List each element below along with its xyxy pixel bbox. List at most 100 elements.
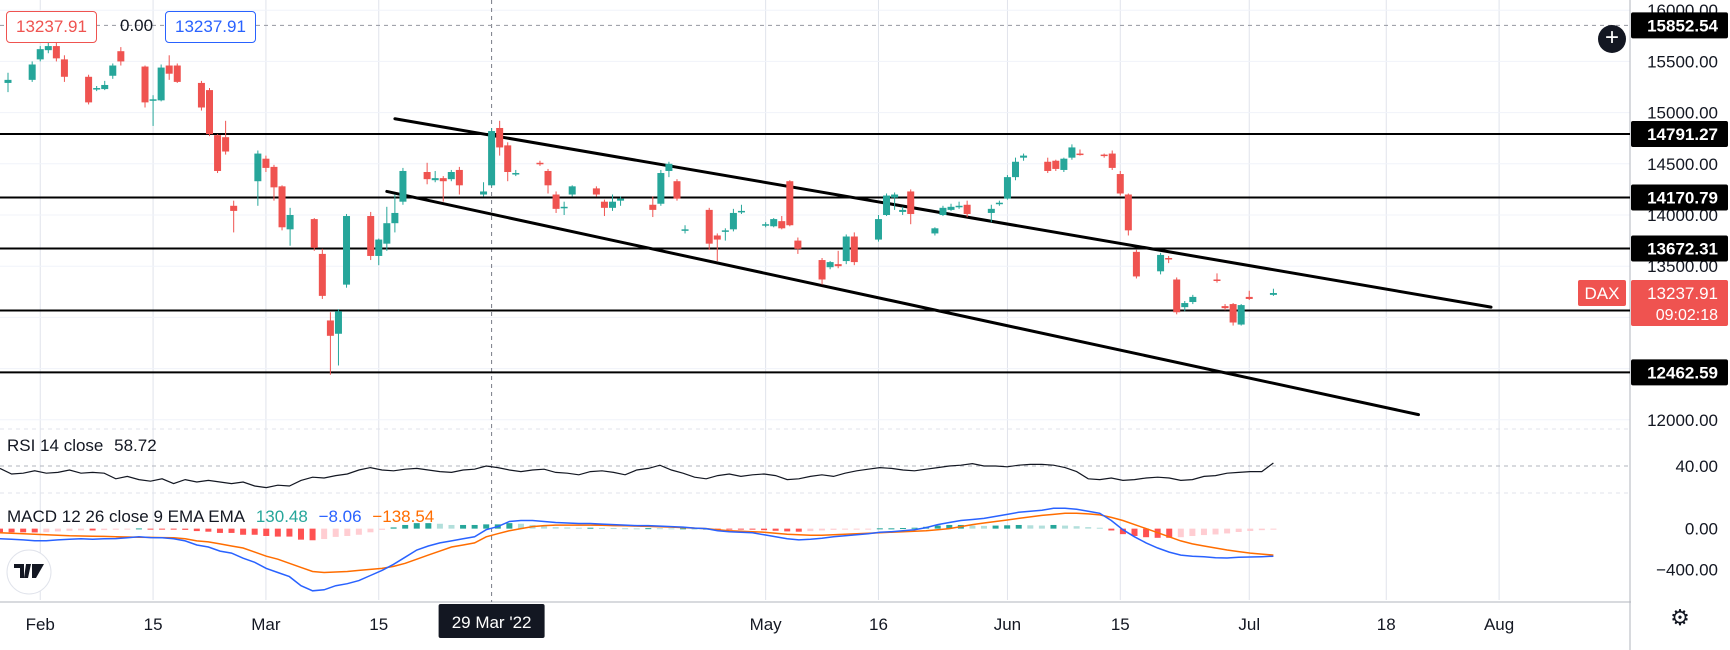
price-axis[interactable]: 16000.0015500.0015000.0014500.0014000.00… bbox=[1578, 0, 1730, 650]
candle-body bbox=[955, 205, 963, 208]
macd-histogram-bar bbox=[89, 528, 96, 531]
candle-body bbox=[197, 82, 205, 108]
price-tick-label: 14000.00 bbox=[1647, 206, 1718, 225]
candle-body bbox=[512, 173, 520, 175]
macd-histogram-bar bbox=[1177, 528, 1184, 538]
macd-histogram-bar bbox=[888, 528, 895, 530]
channel-line[interactable] bbox=[385, 189, 1420, 417]
macd-histogram-bar bbox=[379, 528, 386, 530]
macd-histogram-bar bbox=[622, 528, 629, 530]
candle-body bbox=[1229, 304, 1237, 323]
gear-icon[interactable]: ⚙ bbox=[1670, 605, 1690, 630]
candle-body bbox=[343, 216, 351, 285]
rsi-tick-label: 40.00 bbox=[1675, 457, 1718, 476]
macd-histogram-bar bbox=[656, 528, 663, 530]
macd-histogram-bar bbox=[483, 524, 490, 529]
macd-histogram-bar bbox=[297, 528, 304, 540]
macd-histogram-bar bbox=[1050, 524, 1057, 529]
candle-body bbox=[681, 229, 689, 231]
macd-legend[interactable]: MACD 12 26 close 9 EMA EMA 130.48 −8.06 … bbox=[7, 507, 440, 527]
candle-body bbox=[496, 127, 504, 148]
candle-body bbox=[842, 236, 850, 262]
logo-mark bbox=[14, 564, 44, 578]
candle-body bbox=[963, 204, 971, 214]
macd-histogram-bar bbox=[1119, 528, 1126, 535]
candle-body bbox=[552, 194, 560, 209]
candle-body bbox=[931, 228, 939, 234]
candle-body bbox=[141, 66, 149, 103]
macd-histogram-bar bbox=[575, 527, 582, 529]
level-tag-bg bbox=[1631, 184, 1728, 211]
candle-body bbox=[1157, 254, 1165, 272]
tradingview-logo-icon[interactable] bbox=[6, 549, 52, 595]
macd-histogram-bar bbox=[1131, 528, 1138, 536]
price-tick-label: 15500.00 bbox=[1647, 52, 1718, 71]
price-tick-label: 14500.00 bbox=[1647, 155, 1718, 174]
macd-pane bbox=[0, 507, 1277, 592]
rsi-legend[interactable]: RSI 14 close 58.72 bbox=[7, 436, 163, 456]
macd-histogram-bar bbox=[506, 523, 513, 529]
macd-histogram-bar bbox=[1224, 528, 1231, 534]
candle-body bbox=[439, 178, 447, 182]
candle-body bbox=[334, 311, 342, 334]
macd-histogram-bar bbox=[263, 528, 270, 536]
level-tag: 13672.31 bbox=[1647, 240, 1718, 259]
macd-histogram-bar bbox=[981, 525, 988, 529]
candle-body bbox=[713, 235, 721, 240]
candle-body bbox=[1076, 153, 1084, 156]
macd-histogram-bar bbox=[1004, 525, 1011, 529]
macd-histogram-bar bbox=[240, 528, 247, 535]
candle-body bbox=[383, 223, 391, 244]
candle-body bbox=[447, 172, 455, 180]
macd-histogram-bar bbox=[784, 528, 791, 532]
date-tick-label: 18 bbox=[1377, 615, 1396, 634]
macd-histogram-bar bbox=[899, 528, 906, 530]
macd-histogram-bar bbox=[610, 528, 617, 530]
current-price-tag-bg bbox=[1631, 280, 1728, 327]
price-tick-label: 15000.00 bbox=[1647, 104, 1718, 123]
candle-body bbox=[1245, 296, 1253, 299]
candle-body bbox=[28, 64, 36, 80]
date-tick-label: 15 bbox=[369, 615, 388, 634]
horizontal-levels[interactable] bbox=[0, 132, 1630, 374]
marked-level-tag-bg bbox=[1631, 12, 1728, 39]
candle-body bbox=[488, 131, 496, 186]
candle-body bbox=[1108, 153, 1116, 168]
macd-histogram-bar bbox=[413, 523, 420, 529]
candle-body bbox=[109, 65, 117, 76]
candle-body bbox=[455, 169, 463, 186]
channel-lines[interactable] bbox=[385, 117, 1493, 417]
candle-body bbox=[778, 221, 786, 229]
open-value-box: 13237.91 bbox=[6, 11, 97, 43]
macd-histogram-bar bbox=[78, 528, 85, 531]
candle-body bbox=[560, 206, 568, 209]
candle-body bbox=[673, 181, 681, 199]
macd-histogram-bar bbox=[645, 528, 652, 530]
symbol-tag: DAX bbox=[1585, 284, 1620, 303]
candle-body bbox=[230, 205, 238, 211]
candle-body bbox=[1221, 306, 1229, 309]
candle-body bbox=[939, 207, 947, 215]
macd-histogram-bar bbox=[20, 528, 27, 533]
macd-name: MACD 12 26 close 9 EMA EMA bbox=[7, 507, 246, 526]
candle-body bbox=[1100, 154, 1108, 157]
candle-body bbox=[157, 67, 165, 101]
candle-body bbox=[1020, 155, 1028, 158]
macd-line bbox=[0, 507, 1274, 592]
macd-histogram-bar bbox=[1073, 526, 1080, 529]
crosshair-date-tag: 29 Mar '22 bbox=[452, 613, 532, 632]
macd-histogram-bar bbox=[807, 528, 814, 532]
macd-histogram-bar bbox=[1096, 527, 1103, 529]
rsi-value: 58.72 bbox=[114, 436, 157, 455]
macd-histogram-bar bbox=[1247, 528, 1254, 531]
candle-body bbox=[883, 195, 891, 215]
candle-body bbox=[1237, 305, 1245, 325]
candle-body bbox=[117, 51, 125, 62]
date-axis[interactable]: Feb 15 Mar 15 May 16 Jun 15 Jul 18 Aug 29 Mar '22 bbox=[6, 549, 1514, 638]
plus-circle-icon[interactable]: + bbox=[1598, 25, 1626, 53]
date-tick-label: Mar bbox=[251, 615, 281, 634]
macd-histogram-bar bbox=[680, 528, 687, 530]
macd-histogram-bar bbox=[309, 528, 316, 541]
candle-body bbox=[600, 201, 608, 208]
